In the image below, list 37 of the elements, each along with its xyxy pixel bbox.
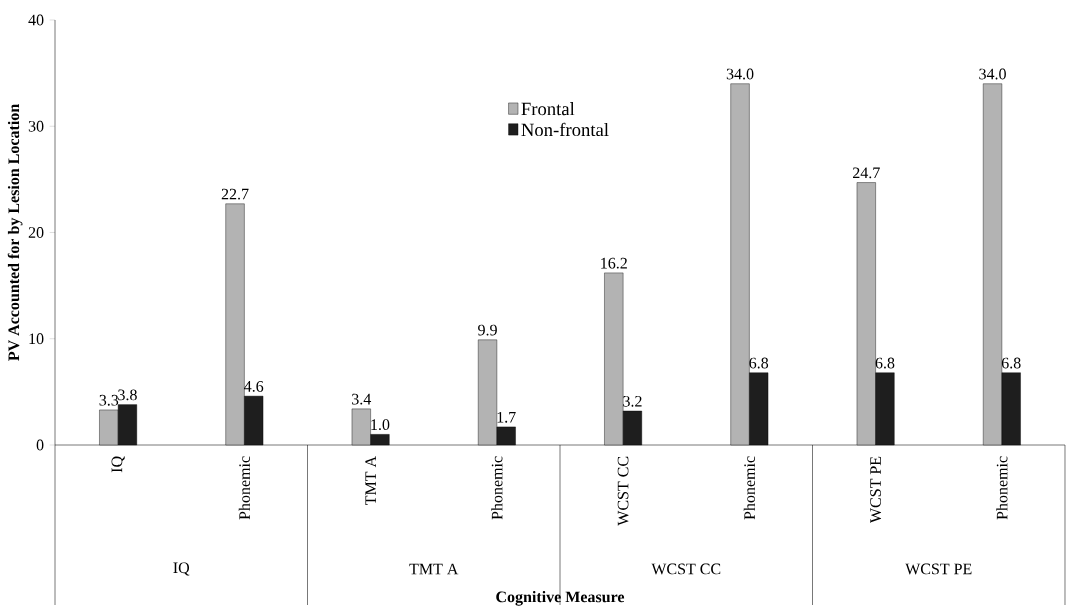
text: TMT A [409,563,459,575]
data-label: 3.2 [623,395,642,407]
data-label: 24.7 [853,167,880,179]
data-label: 9.9 [478,324,497,336]
data-label: 3.4 [352,393,372,405]
data-label: 6.8 [749,357,769,369]
data-label: 1.7 [497,411,516,423]
data-label: 4.6 [244,381,264,392]
data-label: 34.0 [979,68,1006,80]
x-tick-label: TMT A [365,456,376,505]
x-axis-title: Cognitive Measure [496,591,625,606]
x-tick-label: IQ [111,456,125,473]
y-axis-title: PV Accounted for by Lesion Location [7,104,23,361]
text: WCST PE [905,563,972,575]
legend-label: Non-frontal [521,122,609,137]
data-label: 6.8 [875,357,895,369]
legend-label: Frontal [521,102,575,116]
data-label: 1.0 [371,419,390,431]
y-tick-label: 20 [28,227,44,238]
y-tick-label: 0 [36,439,44,451]
x-tick-label: Phonemic [491,456,503,520]
y-tick-label: 30 [28,120,44,132]
x-tick-label: WCST PE [870,456,882,524]
x-tick-label: Phonemic [996,456,1008,520]
data-label: 6.8 [1001,357,1021,369]
data-label: 3.3 [99,394,119,406]
data-label: 3.8 [118,389,137,401]
y-tick-label: 10 [29,333,44,345]
data-label: 34.0 [726,68,754,80]
x-tick-label: Phonemic [238,456,250,520]
data-label: 22.7 [221,188,249,200]
text: IQ [173,562,190,576]
y-tick-label: 40 [28,14,44,26]
text: WCST CC [651,563,721,575]
x-tick-label: WCST CC [617,456,629,526]
data-label: 16.2 [601,257,627,269]
x-tick-label: Phonemic [743,456,755,520]
